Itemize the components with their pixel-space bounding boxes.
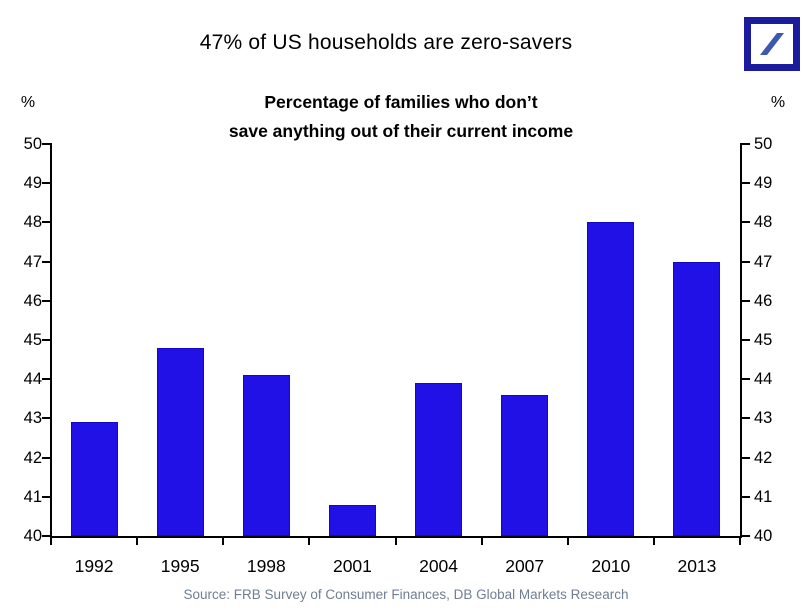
y-tick-label-right: 40	[754, 527, 773, 545]
y-tick-right	[742, 143, 750, 145]
x-tick	[136, 538, 139, 545]
y-tick-label-left: 43	[23, 409, 42, 428]
y-tick-right	[742, 299, 750, 302]
y-axis-left	[50, 143, 52, 537]
chart-title: 47% of US households are zero-savers	[199, 31, 573, 54]
y-tick-label-left: 40	[23, 527, 42, 545]
y-tick-label-left: 49	[23, 174, 42, 193]
bar	[673, 261, 721, 536]
bar	[328, 504, 376, 536]
y-tick-left	[42, 456, 50, 459]
y-tick-label-right: 43	[754, 409, 773, 428]
bar	[70, 422, 118, 536]
y-tick-label-left: 42	[23, 448, 42, 467]
y-tick-left	[42, 417, 50, 420]
y-tick-right	[742, 339, 750, 341]
bar	[501, 394, 549, 536]
y-tick-right	[742, 417, 750, 420]
y-tick-label-right: 46	[754, 291, 773, 310]
chart-subtitle: Percentage of families who don’t save an…	[0, 88, 802, 146]
y-tick-right	[742, 456, 750, 459]
y-tick-right	[742, 535, 750, 537]
bar	[156, 347, 204, 536]
x-axis-category-label: 1992	[74, 556, 114, 576]
y-tick-right	[742, 495, 750, 498]
y-tick-left	[42, 495, 50, 498]
y-tick-left	[42, 221, 50, 224]
y-tick-label-left: 50	[23, 135, 42, 153]
x-tick	[394, 538, 397, 545]
y-tick-label-right: 41	[754, 487, 773, 506]
y-tick-left	[42, 378, 50, 381]
y-tick-label-left: 45	[23, 331, 42, 349]
y-axis-right	[740, 143, 742, 537]
y-tick-left	[42, 339, 50, 341]
bar	[242, 375, 290, 536]
y-tick-left	[42, 182, 50, 185]
y-tick-left	[42, 535, 50, 537]
y-tick-label-left: 41	[23, 487, 42, 506]
y-tick-label-left: 46	[23, 291, 42, 310]
y-tick-right	[742, 378, 750, 381]
y-tick-label-left: 48	[23, 213, 42, 232]
source-note: Source: FRB Survey of Consumer Finances,…	[183, 587, 629, 602]
y-tick-label-right: 48	[754, 213, 773, 232]
x-axis-category-label: 2007	[505, 556, 545, 576]
db-slash-icon	[760, 33, 784, 55]
y-tick-left	[42, 260, 50, 263]
x-axis-category-label: 1995	[160, 556, 200, 576]
deutsche-bank-logo	[744, 17, 800, 71]
y-tick-label-left: 44	[23, 370, 42, 389]
y-tick-label-right: 45	[754, 331, 773, 349]
y-axis-unit-left: %	[20, 94, 36, 111]
y-tick-label-right: 49	[754, 174, 773, 193]
chart-subtitle-line1: Percentage of families who don’t	[264, 92, 538, 112]
y-tick-right	[742, 260, 750, 263]
x-axis-category-label: 1998	[246, 556, 286, 576]
y-axis-unit-right: %	[770, 94, 786, 111]
x-tick	[222, 538, 225, 545]
y-tick-right	[742, 182, 750, 185]
y-tick-label-right: 42	[754, 448, 773, 467]
x-axis-category-label: 2001	[332, 556, 372, 576]
x-tick	[480, 538, 483, 545]
chart-subtitle-line2: save anything out of their current incom…	[228, 121, 574, 141]
x-tick	[566, 538, 569, 545]
bar	[415, 383, 463, 536]
x-axis-category-label: 2010	[591, 556, 631, 576]
x-tick	[308, 538, 311, 545]
x-tick	[50, 538, 52, 545]
x-tick	[739, 538, 741, 545]
x-axis-category-label: 2013	[677, 556, 717, 576]
x-axis-category-label: 2004	[419, 556, 459, 576]
bar	[587, 222, 635, 536]
x-axis	[50, 536, 742, 538]
y-tick-label-left: 47	[23, 252, 42, 271]
y-tick-label-right: 44	[754, 370, 773, 389]
x-tick	[652, 538, 655, 545]
y-tick-label-right: 50	[754, 135, 773, 153]
y-tick-label-right: 47	[754, 252, 773, 271]
y-tick-left	[42, 143, 50, 145]
y-tick-left	[42, 299, 50, 302]
y-tick-right	[742, 221, 750, 224]
